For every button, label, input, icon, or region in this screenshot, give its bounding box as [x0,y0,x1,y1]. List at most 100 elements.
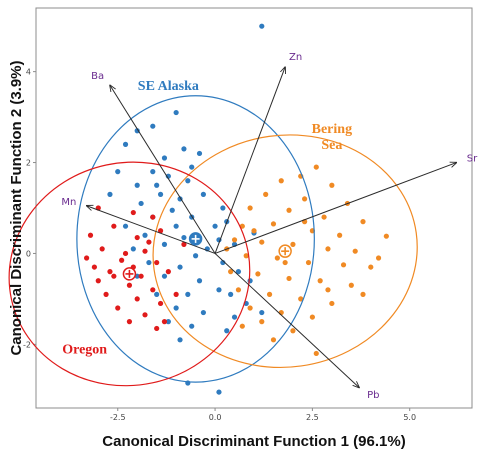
data-point [161,273,168,279]
data-point [189,323,195,329]
data-point [130,209,136,216]
data-point [352,248,358,254]
data-point [134,296,140,302]
data-point [142,248,148,254]
y-axis-ticks: -2 0 2 4 [23,68,36,349]
data-point [161,241,168,247]
data-point [173,109,179,116]
data-point [309,314,315,320]
data-point [235,269,242,275]
data-point [150,214,156,220]
y-tick-label: 4 [26,68,31,77]
data-point [181,234,187,241]
y-tick-label: 0 [26,249,31,258]
data-point [173,305,179,311]
data-point [185,178,191,184]
data-point [91,264,97,270]
data-point [247,278,253,284]
vector-pb [214,253,359,387]
data-point [193,253,199,259]
data-point [259,309,265,316]
data-point [231,314,238,320]
data-point [302,196,308,202]
data-point [360,291,366,297]
scatter-points [84,23,389,395]
data-point [134,182,140,188]
data-point [282,259,288,266]
data-point [115,169,121,175]
data-point [251,228,257,234]
data-point [142,312,148,318]
x-tick-label: -2.5 [110,413,126,422]
group-label: Sea [321,138,342,153]
data-point [138,273,144,279]
data-point [154,291,160,297]
vector-label: Pb [367,390,379,401]
vector-zn [214,67,285,254]
data-point [134,234,140,241]
loading-vectors: Ba Zn Sr Mn Pb [61,52,478,401]
data-point [259,23,265,29]
data-point [107,191,113,197]
data-point [216,287,222,293]
y-axis-label: Canonical Discriminant Function 2 (3.9%) [8,60,25,355]
x-tick-label: 5.0 [403,413,416,422]
data-point [181,146,187,152]
data-point [173,291,179,297]
y-tick-label: 2 [26,159,31,168]
data-point [290,241,296,247]
data-point [220,205,226,211]
data-point [337,232,343,238]
data-point [103,291,109,297]
data-point [154,182,160,188]
group-label: Oregon [62,342,107,357]
data-point [212,223,218,229]
data-point [157,191,164,197]
data-point [122,141,129,147]
x-axis-label: Canonical Discriminant Function 1 (96.1%… [102,433,405,450]
data-point [329,182,335,188]
data-point [150,169,156,175]
data-point [161,319,168,325]
data-point [278,178,284,184]
data-point [235,287,242,293]
data-point [99,246,105,252]
x-tick-label: 2.5 [306,413,319,422]
data-point [321,214,327,220]
data-point [348,282,354,288]
data-point [185,291,191,297]
vector-label: Zn [289,52,302,63]
data-point [313,164,319,170]
data-point [177,264,183,270]
group-label: Bering [312,122,352,137]
data-point [196,150,203,157]
data-point [150,123,156,129]
data-point [325,287,331,293]
data-point [278,309,284,316]
data-point [111,223,117,229]
ellipse-oregon [8,161,251,387]
data-point [216,389,222,395]
data-point [146,239,152,245]
data-point [298,296,304,302]
data-point [134,128,140,134]
data-point [189,164,195,170]
data-point [340,262,347,268]
data-point [169,207,175,213]
vector-label: Ba [91,71,104,82]
data-point [263,191,269,197]
data-point [270,221,277,227]
data-point [161,155,168,161]
data-point [368,264,374,270]
group-label: SE Alaska [138,79,199,94]
plot-frame [35,7,473,409]
vector-label: Mn [61,197,76,208]
data-point [360,219,366,225]
ellipse-bering-sea [152,134,418,369]
data-point [228,269,234,275]
data-point [247,305,253,311]
data-point [122,250,129,257]
data-point [239,323,245,329]
vector-mn [87,206,216,254]
